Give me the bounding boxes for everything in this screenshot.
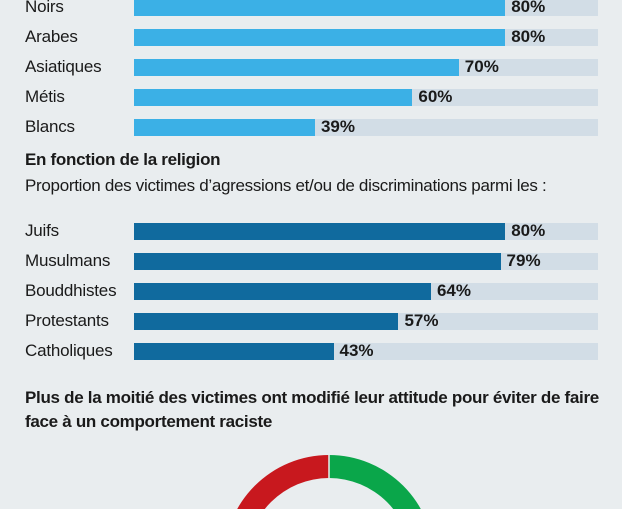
bar-value-label: 70% xyxy=(464,57,499,76)
bar-label: Asiatiques xyxy=(25,57,102,76)
bar-track xyxy=(134,343,598,360)
bar xyxy=(134,313,399,330)
religion-section-title: En fonction de la religion xyxy=(25,150,221,169)
bar-label: Protestants xyxy=(25,311,109,330)
bar xyxy=(134,253,501,270)
bar-value-label: 60% xyxy=(418,87,453,106)
bar xyxy=(134,119,315,136)
bar-track xyxy=(134,313,598,330)
bar-value-label: 80% xyxy=(511,221,546,240)
bar-row: Blancs 39% xyxy=(0,116,622,138)
bar-value-label: 64% xyxy=(436,281,471,300)
bar-value-label: 57% xyxy=(404,311,439,330)
bar xyxy=(134,89,413,106)
bar-label: Métis xyxy=(25,87,65,106)
bar-track xyxy=(134,0,598,16)
bar-row: Musulmans 79% xyxy=(0,250,622,272)
bar-value-label: 80% xyxy=(511,0,546,16)
bar xyxy=(134,0,506,16)
bar-label: Bouddhistes xyxy=(25,281,117,300)
bar-track xyxy=(134,29,598,46)
bar xyxy=(134,283,431,300)
bar-track xyxy=(134,223,598,240)
bar xyxy=(134,343,334,360)
bar-row: Asiatiques 70% xyxy=(0,56,622,78)
bar-track xyxy=(134,119,598,136)
bar-track xyxy=(134,283,598,300)
bar-row: Protestants 57% xyxy=(0,310,622,332)
bar-value-label: 43% xyxy=(339,341,374,360)
bar-track xyxy=(134,89,598,106)
green-segment xyxy=(329,455,421,509)
attitude-section-title: Plus de la moitié des victimes ont modif… xyxy=(25,388,599,431)
bar-value-label: 80% xyxy=(511,27,546,46)
religion-section-subtitle: Proportion des victimes d’agressions et/… xyxy=(25,176,547,195)
bar-row: Catholiques 43% xyxy=(0,340,622,362)
bar-row: Juifs 80% xyxy=(0,220,622,242)
bar-value-label: 79% xyxy=(506,251,541,270)
bar-label: Noirs xyxy=(25,0,64,16)
bar xyxy=(134,29,506,46)
bar-label: Musulmans xyxy=(25,251,111,270)
bar xyxy=(134,59,459,76)
bar-label: Arabes xyxy=(25,27,78,46)
bar-row: Métis 60% xyxy=(0,86,622,108)
bar-track xyxy=(134,59,598,76)
bar-row: Noirs 80% xyxy=(0,0,622,18)
bar-label: Catholiques xyxy=(25,341,113,360)
bar-value-label: 39% xyxy=(320,117,355,136)
red-segment xyxy=(237,455,329,509)
bar-row: Bouddhistes 64% xyxy=(0,280,622,302)
bar-track xyxy=(134,253,598,270)
bar-label: Juifs xyxy=(25,221,59,240)
bar xyxy=(134,223,506,240)
bar-label: Blancs xyxy=(25,117,75,136)
bar-row: Arabes 80% xyxy=(0,26,622,48)
